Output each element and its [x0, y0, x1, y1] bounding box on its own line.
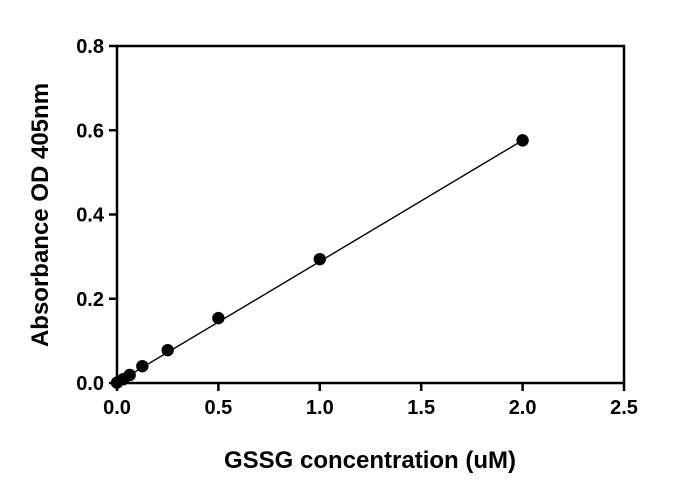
x-tick-label: 2.5: [610, 397, 638, 419]
data-point: [212, 311, 225, 325]
data-point: [516, 134, 529, 147]
x-tick-label: 0.0: [103, 397, 131, 419]
data-points-layer: [110, 134, 529, 389]
data-point: [136, 359, 149, 373]
data-point: [161, 343, 174, 357]
ticks-layer: 0.0 0.5 1.0 1.5 2.0 2.5 0.0 0.2 0.4 0.6 0.8: [76, 36, 638, 419]
data-point: [313, 252, 326, 266]
x-axis-title: GSSG concentration (uM): [224, 447, 516, 474]
y-tick-label: 0.8: [76, 36, 104, 58]
y-tick-label: 0.6: [76, 120, 104, 142]
axes-layer: [115, 44, 626, 385]
x-tick-label: 1.5: [407, 397, 435, 419]
y-tick-label: 0.0: [76, 373, 104, 395]
x-tick-label: 2.0: [509, 397, 537, 419]
y-tick-label: 0.2: [76, 289, 104, 311]
y-tick-label: 0.4: [76, 205, 105, 227]
x-tick-label: 0.5: [204, 397, 232, 419]
plot-frame: [115, 44, 626, 385]
data-point: [123, 368, 136, 382]
x-tick-label: 1.0: [306, 397, 334, 419]
y-axis-title: Absorbance OD 405nm: [27, 83, 54, 347]
